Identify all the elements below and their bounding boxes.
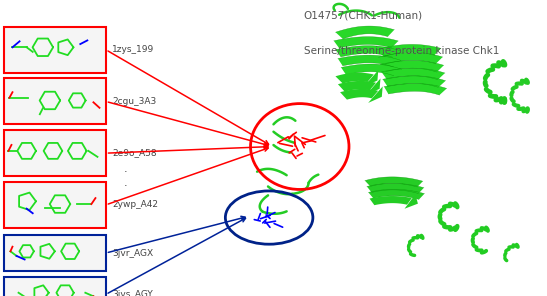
Polygon shape (367, 183, 424, 194)
Text: 2cgu_3A3: 2cgu_3A3 (112, 97, 156, 106)
Polygon shape (335, 26, 394, 39)
Bar (4, 277, 106, 296)
Polygon shape (383, 76, 446, 87)
Polygon shape (335, 46, 399, 57)
Polygon shape (368, 86, 383, 103)
Bar (4, 27, 106, 73)
Polygon shape (381, 68, 445, 80)
Text: ·
·: · · (124, 167, 127, 191)
Polygon shape (405, 194, 418, 209)
Polygon shape (365, 177, 423, 187)
Bar (4, 78, 106, 124)
Bar (4, 130, 106, 176)
Text: 2ywp_A42: 2ywp_A42 (112, 200, 158, 209)
Polygon shape (370, 196, 412, 205)
Text: O14757(CHK1-Human): O14757(CHK1-Human) (304, 10, 423, 20)
Polygon shape (334, 37, 398, 48)
Bar (4, 235, 106, 271)
Polygon shape (369, 189, 424, 200)
Polygon shape (364, 70, 379, 87)
Polygon shape (366, 78, 381, 95)
Polygon shape (340, 89, 378, 100)
Polygon shape (335, 73, 374, 83)
Text: 2e9o_A58: 2e9o_A58 (112, 149, 157, 157)
Polygon shape (338, 81, 376, 92)
Text: 1zys_199: 1zys_199 (112, 45, 154, 54)
Text: Serine/threonine-protein kinase Chk1: Serine/threonine-protein kinase Chk1 (304, 46, 499, 56)
Polygon shape (341, 64, 401, 76)
Bar (4, 182, 106, 228)
Text: 3jvr_AGX: 3jvr_AGX (112, 249, 153, 258)
Text: 3jvs_AGY: 3jvs_AGY (112, 290, 153, 296)
Polygon shape (380, 60, 444, 72)
Polygon shape (379, 52, 443, 64)
Polygon shape (338, 55, 401, 67)
Polygon shape (376, 44, 441, 57)
Polygon shape (384, 83, 447, 95)
